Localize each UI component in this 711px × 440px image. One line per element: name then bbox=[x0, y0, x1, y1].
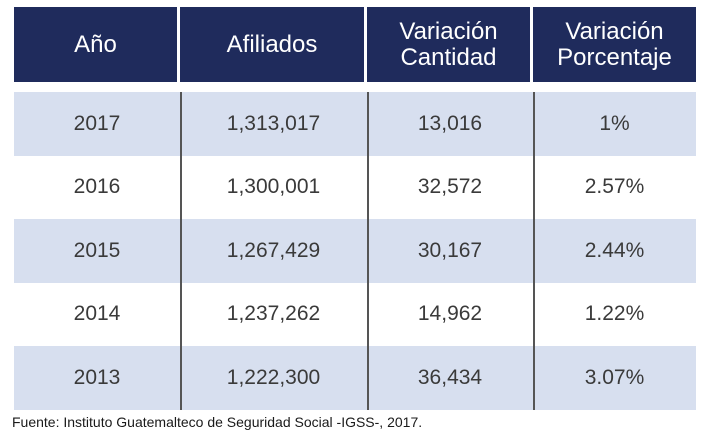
header-affiliates: Afiliados bbox=[180, 7, 367, 82]
header-affiliates-label: Afiliados bbox=[226, 30, 318, 58]
cell-year: 2014 bbox=[73, 302, 121, 326]
source-note: Fuente: Instituto Guatemalteco de Seguri… bbox=[12, 414, 423, 430]
cell-year: 2016 bbox=[73, 175, 121, 199]
table-row: 2015 1,267,429 30,167 2.44% bbox=[14, 219, 696, 283]
cell-variation-quantity: 36,434 bbox=[417, 365, 483, 389]
cell-affiliates: 1,300,001 bbox=[226, 175, 321, 199]
table-body: 2017 1,313,017 13,016 1% 2016 1,300,001 … bbox=[14, 92, 696, 410]
column-divider bbox=[533, 92, 535, 410]
table-row: 2017 1,313,017 13,016 1% bbox=[14, 92, 696, 156]
header-variation-percentage-label: Variación Porcentaje bbox=[557, 17, 672, 71]
cell-variation-percentage: 2.44% bbox=[584, 238, 645, 262]
table-row: 2014 1,237,262 14,962 1.22% bbox=[14, 283, 696, 347]
cell-variation-percentage: 2.57% bbox=[584, 175, 645, 199]
header-year: Año bbox=[14, 7, 180, 82]
cell-affiliates: 1,267,429 bbox=[226, 238, 321, 262]
cell-affiliates: 1,313,017 bbox=[226, 111, 321, 135]
table-header: Año Afiliados Variación Cantidad Variaci… bbox=[14, 7, 696, 82]
cell-affiliates: 1,222,300 bbox=[226, 365, 321, 389]
table-row: 2016 1,300,001 32,572 2.57% bbox=[14, 156, 696, 220]
cell-variation-quantity: 30,167 bbox=[417, 238, 483, 262]
cell-variation-percentage: 1.22% bbox=[584, 302, 645, 326]
table-row: 2013 1,222,300 36,434 3.07% bbox=[14, 346, 696, 410]
column-divider bbox=[367, 92, 369, 410]
header-year-label: Año bbox=[74, 30, 117, 58]
header-variation-quantity-label: Variación Cantidad bbox=[399, 17, 498, 71]
affiliates-table: Año Afiliados Variación Cantidad Variaci… bbox=[14, 7, 696, 410]
column-divider bbox=[180, 92, 182, 410]
cell-variation-quantity: 32,572 bbox=[417, 175, 483, 199]
cell-year: 2017 bbox=[73, 111, 121, 135]
header-variation-percentage: Variación Porcentaje bbox=[533, 7, 696, 82]
cell-year: 2015 bbox=[73, 238, 121, 262]
cell-variation-quantity: 13,016 bbox=[417, 111, 483, 135]
cell-year: 2013 bbox=[73, 365, 121, 389]
cell-variation-quantity: 14,962 bbox=[417, 302, 483, 326]
cell-variation-percentage: 1% bbox=[599, 111, 630, 135]
cell-affiliates: 1,237,262 bbox=[226, 302, 321, 326]
cell-variation-percentage: 3.07% bbox=[584, 365, 645, 389]
header-variation-quantity: Variación Cantidad bbox=[367, 7, 533, 82]
